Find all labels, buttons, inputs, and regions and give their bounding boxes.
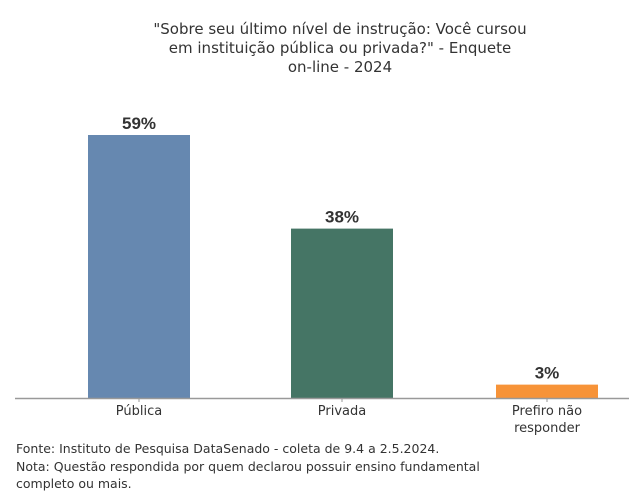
- title-line: "Sobre seu último nível de instrução: Vo…: [153, 20, 527, 38]
- data-label: 3%: [535, 364, 560, 383]
- x-tick-label: responder: [514, 421, 581, 436]
- bar-1: [291, 228, 393, 398]
- title-line: on-line - 2024: [287, 58, 393, 76]
- data-label: 59%: [122, 114, 156, 133]
- x-tick-label: Prefiro não: [512, 404, 582, 419]
- bar-chart: 59% Pública 38% Privada 3% Prefiro não respond…: [15, 114, 629, 436]
- title-line: em instituição pública ou privada?" - En…: [168, 39, 512, 57]
- note-line: completo ou mais.: [16, 476, 132, 491]
- source-note: Fonte: Instituto de Pesquisa DataSenado …: [16, 441, 440, 456]
- note-line: Nota: Questão respondida por quem declar…: [16, 459, 480, 474]
- data-label: 38%: [325, 208, 359, 227]
- chart-title: "Sobre seu último nível de instrução: Vo…: [140, 20, 540, 77]
- x-tick-label: Pública: [116, 404, 162, 419]
- bar-0: [88, 135, 190, 398]
- bar-2: [496, 384, 598, 398]
- x-tick-label: Privada: [318, 404, 366, 419]
